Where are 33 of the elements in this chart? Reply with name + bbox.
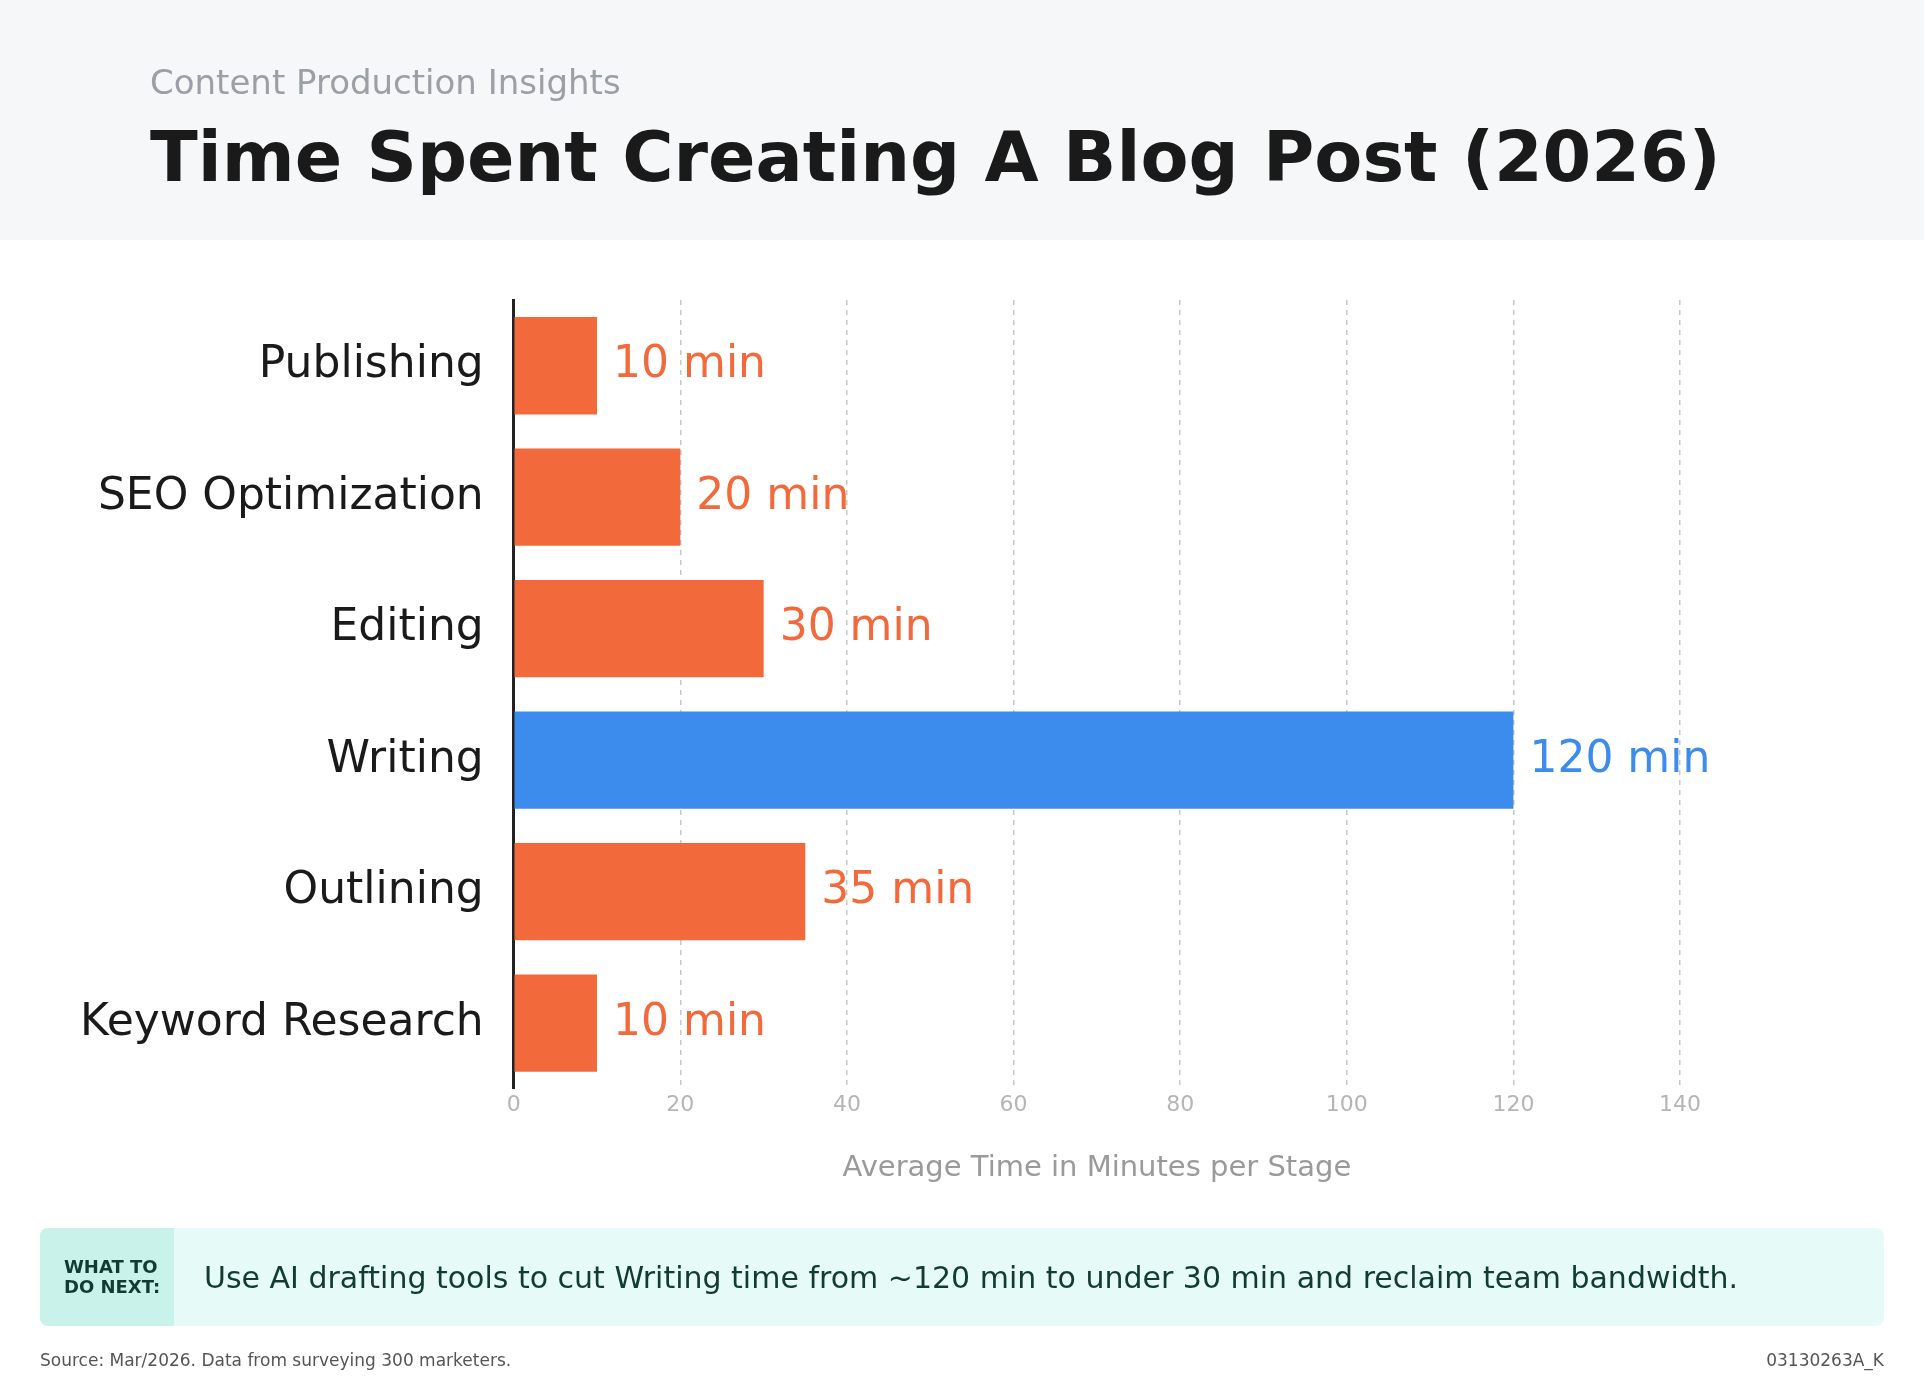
text: 03130263A_K xyxy=(1766,1350,1884,1370)
y-tick-label: SEO Optimization xyxy=(97,467,484,519)
x-tick-label: 120 xyxy=(1492,1090,1535,1116)
bar xyxy=(514,711,1514,809)
y-tick-label: Editing xyxy=(330,599,484,651)
bar xyxy=(514,974,598,1072)
data-label: 10 min xyxy=(613,336,766,388)
x-axis-title: Average Time in Minutes per Stage xyxy=(842,1149,1352,1184)
data-label: 35 min xyxy=(821,862,975,914)
data-label: 120 min xyxy=(1529,730,1711,782)
x-tick-label: 60 xyxy=(999,1090,1028,1116)
data-label: 20 min xyxy=(696,467,850,519)
x-tick-label: 20 xyxy=(666,1090,695,1116)
bar xyxy=(514,580,764,678)
bar xyxy=(514,448,681,546)
bar xyxy=(514,317,598,415)
bar xyxy=(514,842,806,941)
data-label: 30 min xyxy=(779,599,933,651)
text: WHAT TO DO NEXT: xyxy=(40,1228,174,1326)
y-tick-label: Publishing xyxy=(258,336,484,388)
chart-title: Time Spent Creating A Blog Post (2026) xyxy=(150,116,1722,198)
data-label: 10 min xyxy=(613,993,766,1045)
y-tick-label: Keyword Research xyxy=(80,993,484,1045)
x-tick-label: 140 xyxy=(1659,1090,1701,1116)
y-tick-label: Writing xyxy=(326,730,484,782)
text: Use AI drafting tools to cut Writing time from ~120 min to under 30 min and reclaim team bandwidth. xyxy=(203,1259,1739,1295)
chart-subtitle: Content Production Insights xyxy=(150,62,622,102)
x-tick-label: 0 xyxy=(506,1090,521,1116)
y-tick-label: Outlining xyxy=(283,862,484,914)
source-note: Source: Mar/2026. Data from surveying 300 marketers. xyxy=(40,1350,512,1370)
x-tick-label: 80 xyxy=(1166,1090,1195,1116)
x-tick-label: 40 xyxy=(832,1090,861,1116)
x-tick-label: 100 xyxy=(1325,1090,1368,1116)
